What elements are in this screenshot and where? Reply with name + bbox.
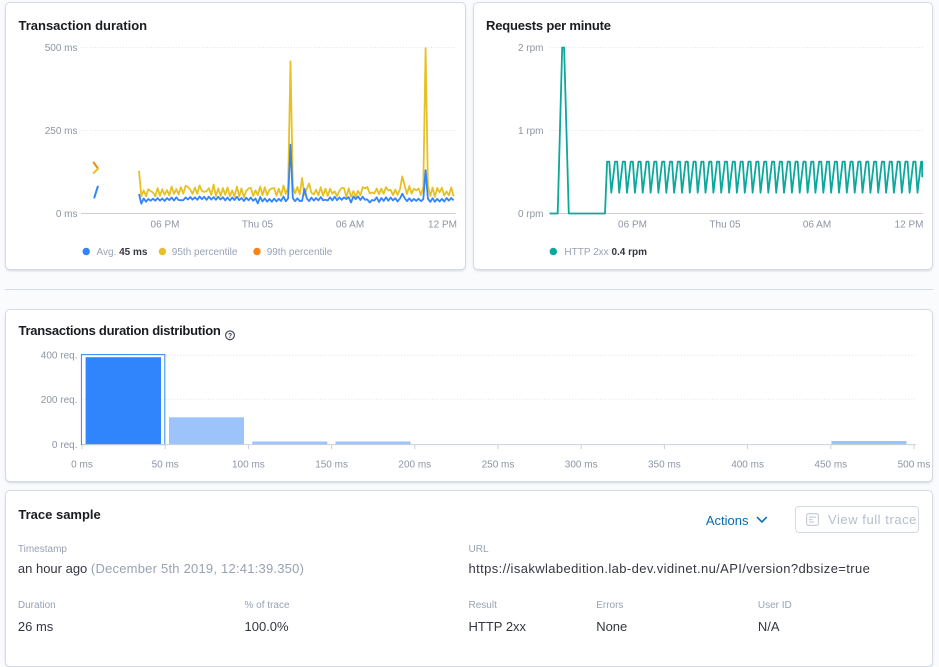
svg-text:50 ms: 50 ms xyxy=(152,459,179,470)
svg-text:06 PM: 06 PM xyxy=(618,220,647,231)
svg-text:400 ms: 400 ms xyxy=(731,459,764,470)
svg-text:250 ms: 250 ms xyxy=(45,126,78,137)
svg-text:500 ms: 500 ms xyxy=(45,43,78,54)
svg-text:2 rpm: 2 rpm xyxy=(517,43,543,54)
svg-text:HTTP 2xx 0.4 rpm: HTTP 2xx 0.4 rpm xyxy=(564,247,647,258)
svg-text:Thu 05: Thu 05 xyxy=(709,220,741,231)
svg-text:12 PM: 12 PM xyxy=(894,220,923,231)
svg-text:12 PM: 12 PM xyxy=(428,220,457,231)
svg-text:0 ms: 0 ms xyxy=(56,209,78,220)
svg-text:400 req.: 400 req. xyxy=(41,351,78,362)
svg-text:99th percentile: 99th percentile xyxy=(267,247,333,258)
svg-text:350 ms: 350 ms xyxy=(648,459,681,470)
svg-text:500 ms: 500 ms xyxy=(898,459,931,470)
svg-text:?: ? xyxy=(227,333,231,340)
svg-text:06 PM: 06 PM xyxy=(151,220,180,231)
svg-text:0 rpm: 0 rpm xyxy=(517,209,543,220)
svg-text:0 ms: 0 ms xyxy=(71,459,93,470)
svg-text:Avg. 45 ms: Avg. 45 ms xyxy=(97,247,148,258)
svg-text:450 ms: 450 ms xyxy=(814,459,847,470)
svg-text:200 ms: 200 ms xyxy=(398,459,431,470)
svg-text:100 ms: 100 ms xyxy=(232,459,265,470)
svg-text:06 AM: 06 AM xyxy=(336,220,364,231)
svg-text:95th percentile: 95th percentile xyxy=(172,247,238,258)
svg-text:200 req.: 200 req. xyxy=(41,395,78,406)
svg-text:300 ms: 300 ms xyxy=(565,459,598,470)
svg-text:150 ms: 150 ms xyxy=(315,459,348,470)
svg-text:Thu 05: Thu 05 xyxy=(242,220,274,231)
svg-text:250 ms: 250 ms xyxy=(482,459,515,470)
svg-text:1 rpm: 1 rpm xyxy=(517,126,543,137)
svg-text:06 AM: 06 AM xyxy=(802,220,830,231)
svg-text:0 req.: 0 req. xyxy=(52,440,78,451)
